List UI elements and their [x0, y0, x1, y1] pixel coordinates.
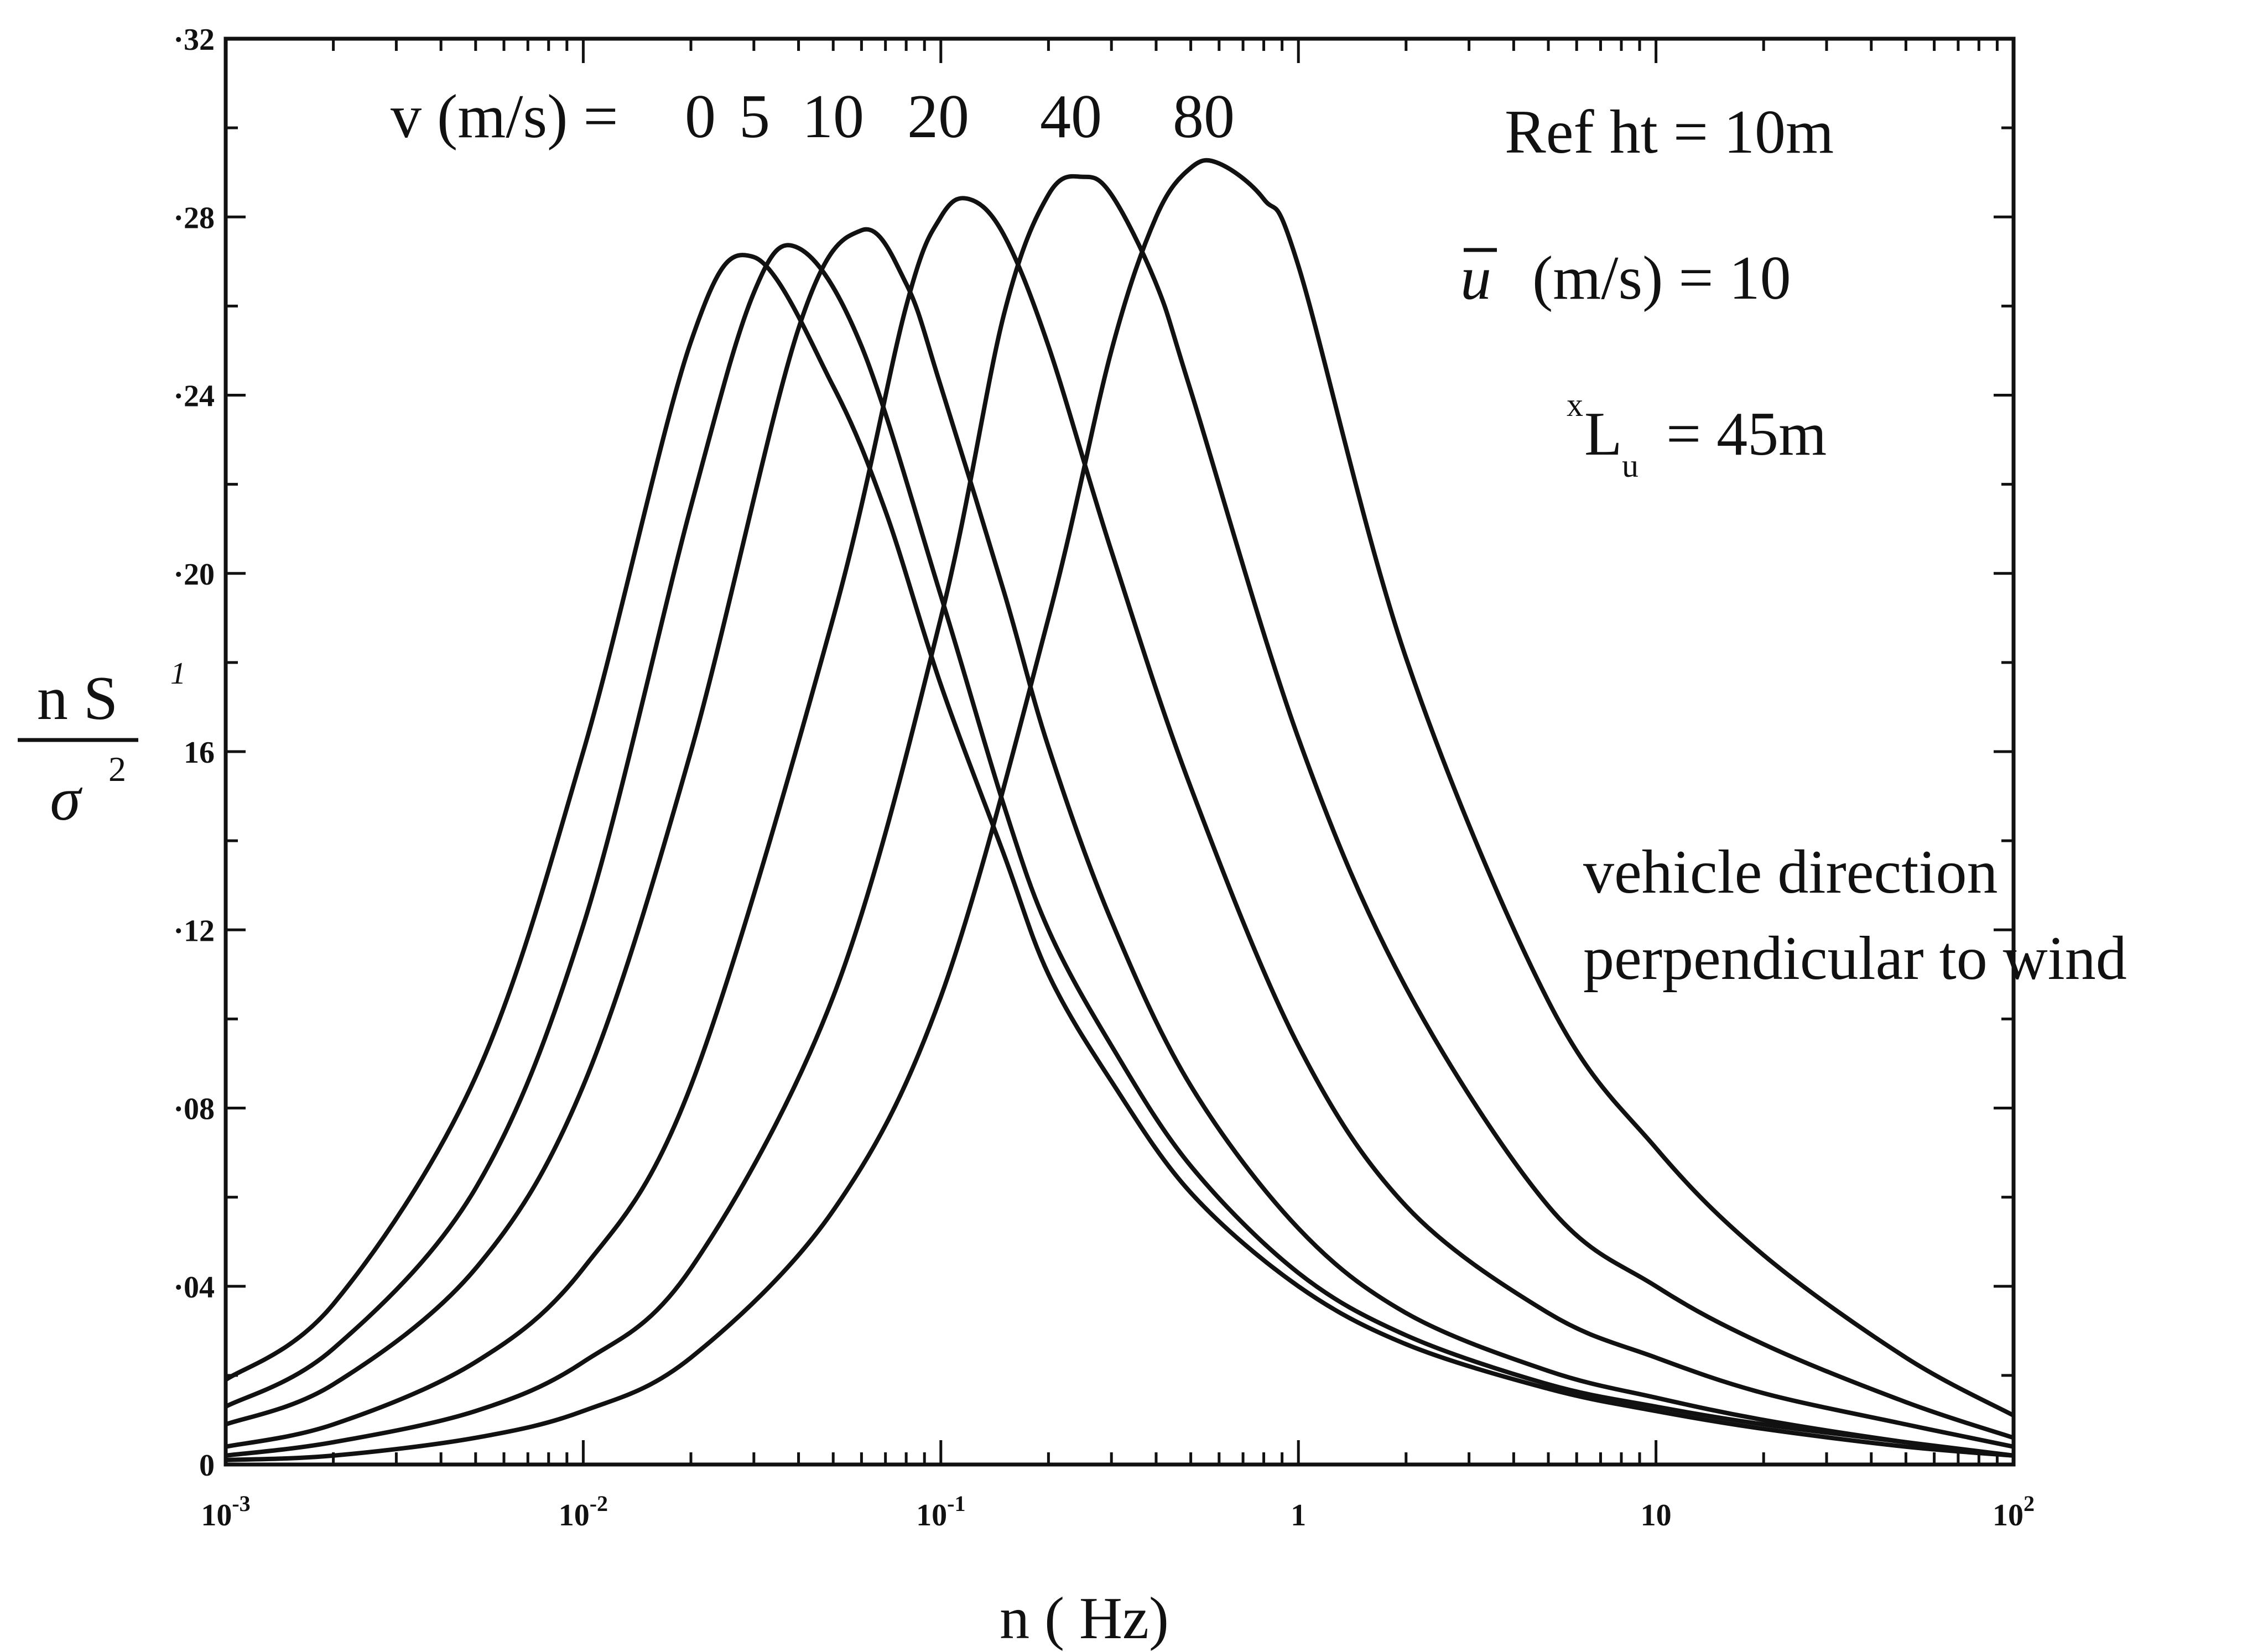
annotations: Ref ht = 10m u (m/s) = 10 x L u = 45m ve… [1460, 98, 2127, 993]
plot-frame [223, 37, 2016, 1467]
y-axis-label: n S σ 2 1 [18, 656, 186, 833]
x-tick-labels: 10-3 10-2 10-1 1 10 102 [201, 1491, 2035, 1533]
y-tick-label-2: ·08 [173, 1092, 215, 1127]
length-scale-prefix: x [1567, 387, 1583, 423]
y-tick-label-5: ·20 [173, 557, 215, 592]
length-scale-text: = 45m [1666, 400, 1827, 468]
y-axis-label-exponent: 2 [108, 749, 126, 789]
vehicle-direction-line2: perpendicular to wind [1583, 924, 2127, 993]
length-scale-subscript: u [1622, 447, 1639, 484]
legend: v (m/s) = 0 5 10 20 40 80 [391, 82, 1235, 151]
y-tick-label-7: ·28 [173, 201, 215, 235]
spectrum-curves [224, 158, 2015, 1462]
spectrum-curve-v-80 [225, 158, 2015, 1462]
x-tick-label-3: 1 [1291, 1498, 1306, 1533]
x-tick-label-2: 10-1 [916, 1491, 965, 1533]
legend-label-5: 5 [739, 82, 770, 151]
x-tick-label-5: 102 [1993, 1491, 2035, 1533]
x-axis-label: n ( Hz) [1000, 1586, 1169, 1651]
legend-label-40: 40 [1040, 82, 1102, 151]
x-tick-label-0: 10-3 [201, 1491, 250, 1533]
y-tick-label-1: ·04 [173, 1270, 215, 1305]
legend-prefix: v (m/s) = [391, 82, 618, 151]
y-tick-label-0: 0 [199, 1448, 215, 1483]
mean-speed-text: (m/s) = 10 [1532, 244, 1791, 312]
spectrum-curve-v-20 [225, 196, 2014, 1449]
legend-label-10: 10 [802, 82, 864, 151]
legend-label-20: 20 [907, 82, 969, 151]
x-tick-label-4: 10 [1641, 1498, 1672, 1533]
spectrum-curve-v-0 [224, 253, 2014, 1458]
legend-label-80: 80 [1173, 82, 1235, 151]
ref-height-annotation: Ref ht = 10m [1505, 98, 1834, 166]
x-tick-label-1: 10-2 [559, 1491, 608, 1533]
spectrum-curve-v-5 [225, 243, 2014, 1458]
legend-label-0: 0 [685, 82, 716, 151]
y-tick-label-3: ·12 [173, 914, 215, 948]
y-tick-labels: 0 ·04 ·08 ·12 16 ·20 ·24 ·28 ·32 [173, 23, 215, 1483]
spectrum-curve-v-10 [225, 227, 2014, 1458]
spectrum-curve-v-40 [225, 174, 2015, 1458]
mean-speed-symbol: u [1460, 244, 1491, 312]
y-tick-label-4: 16 [184, 736, 215, 770]
y-axis-label-denominator: σ [50, 765, 82, 833]
y-tick-label-6: ·24 [173, 379, 215, 414]
vehicle-direction-line1: vehicle direction [1583, 838, 1998, 906]
length-scale-symbol: L [1584, 400, 1622, 468]
y-tick-label-8: ·32 [173, 23, 215, 57]
length-scale-annotation: x L u = 45m [1567, 387, 1827, 484]
mean-speed-annotation: u (m/s) = 10 [1460, 244, 1791, 312]
y-axis-label-numerator: n S [37, 664, 118, 733]
y-axis-side-mark: 1 [170, 656, 186, 691]
